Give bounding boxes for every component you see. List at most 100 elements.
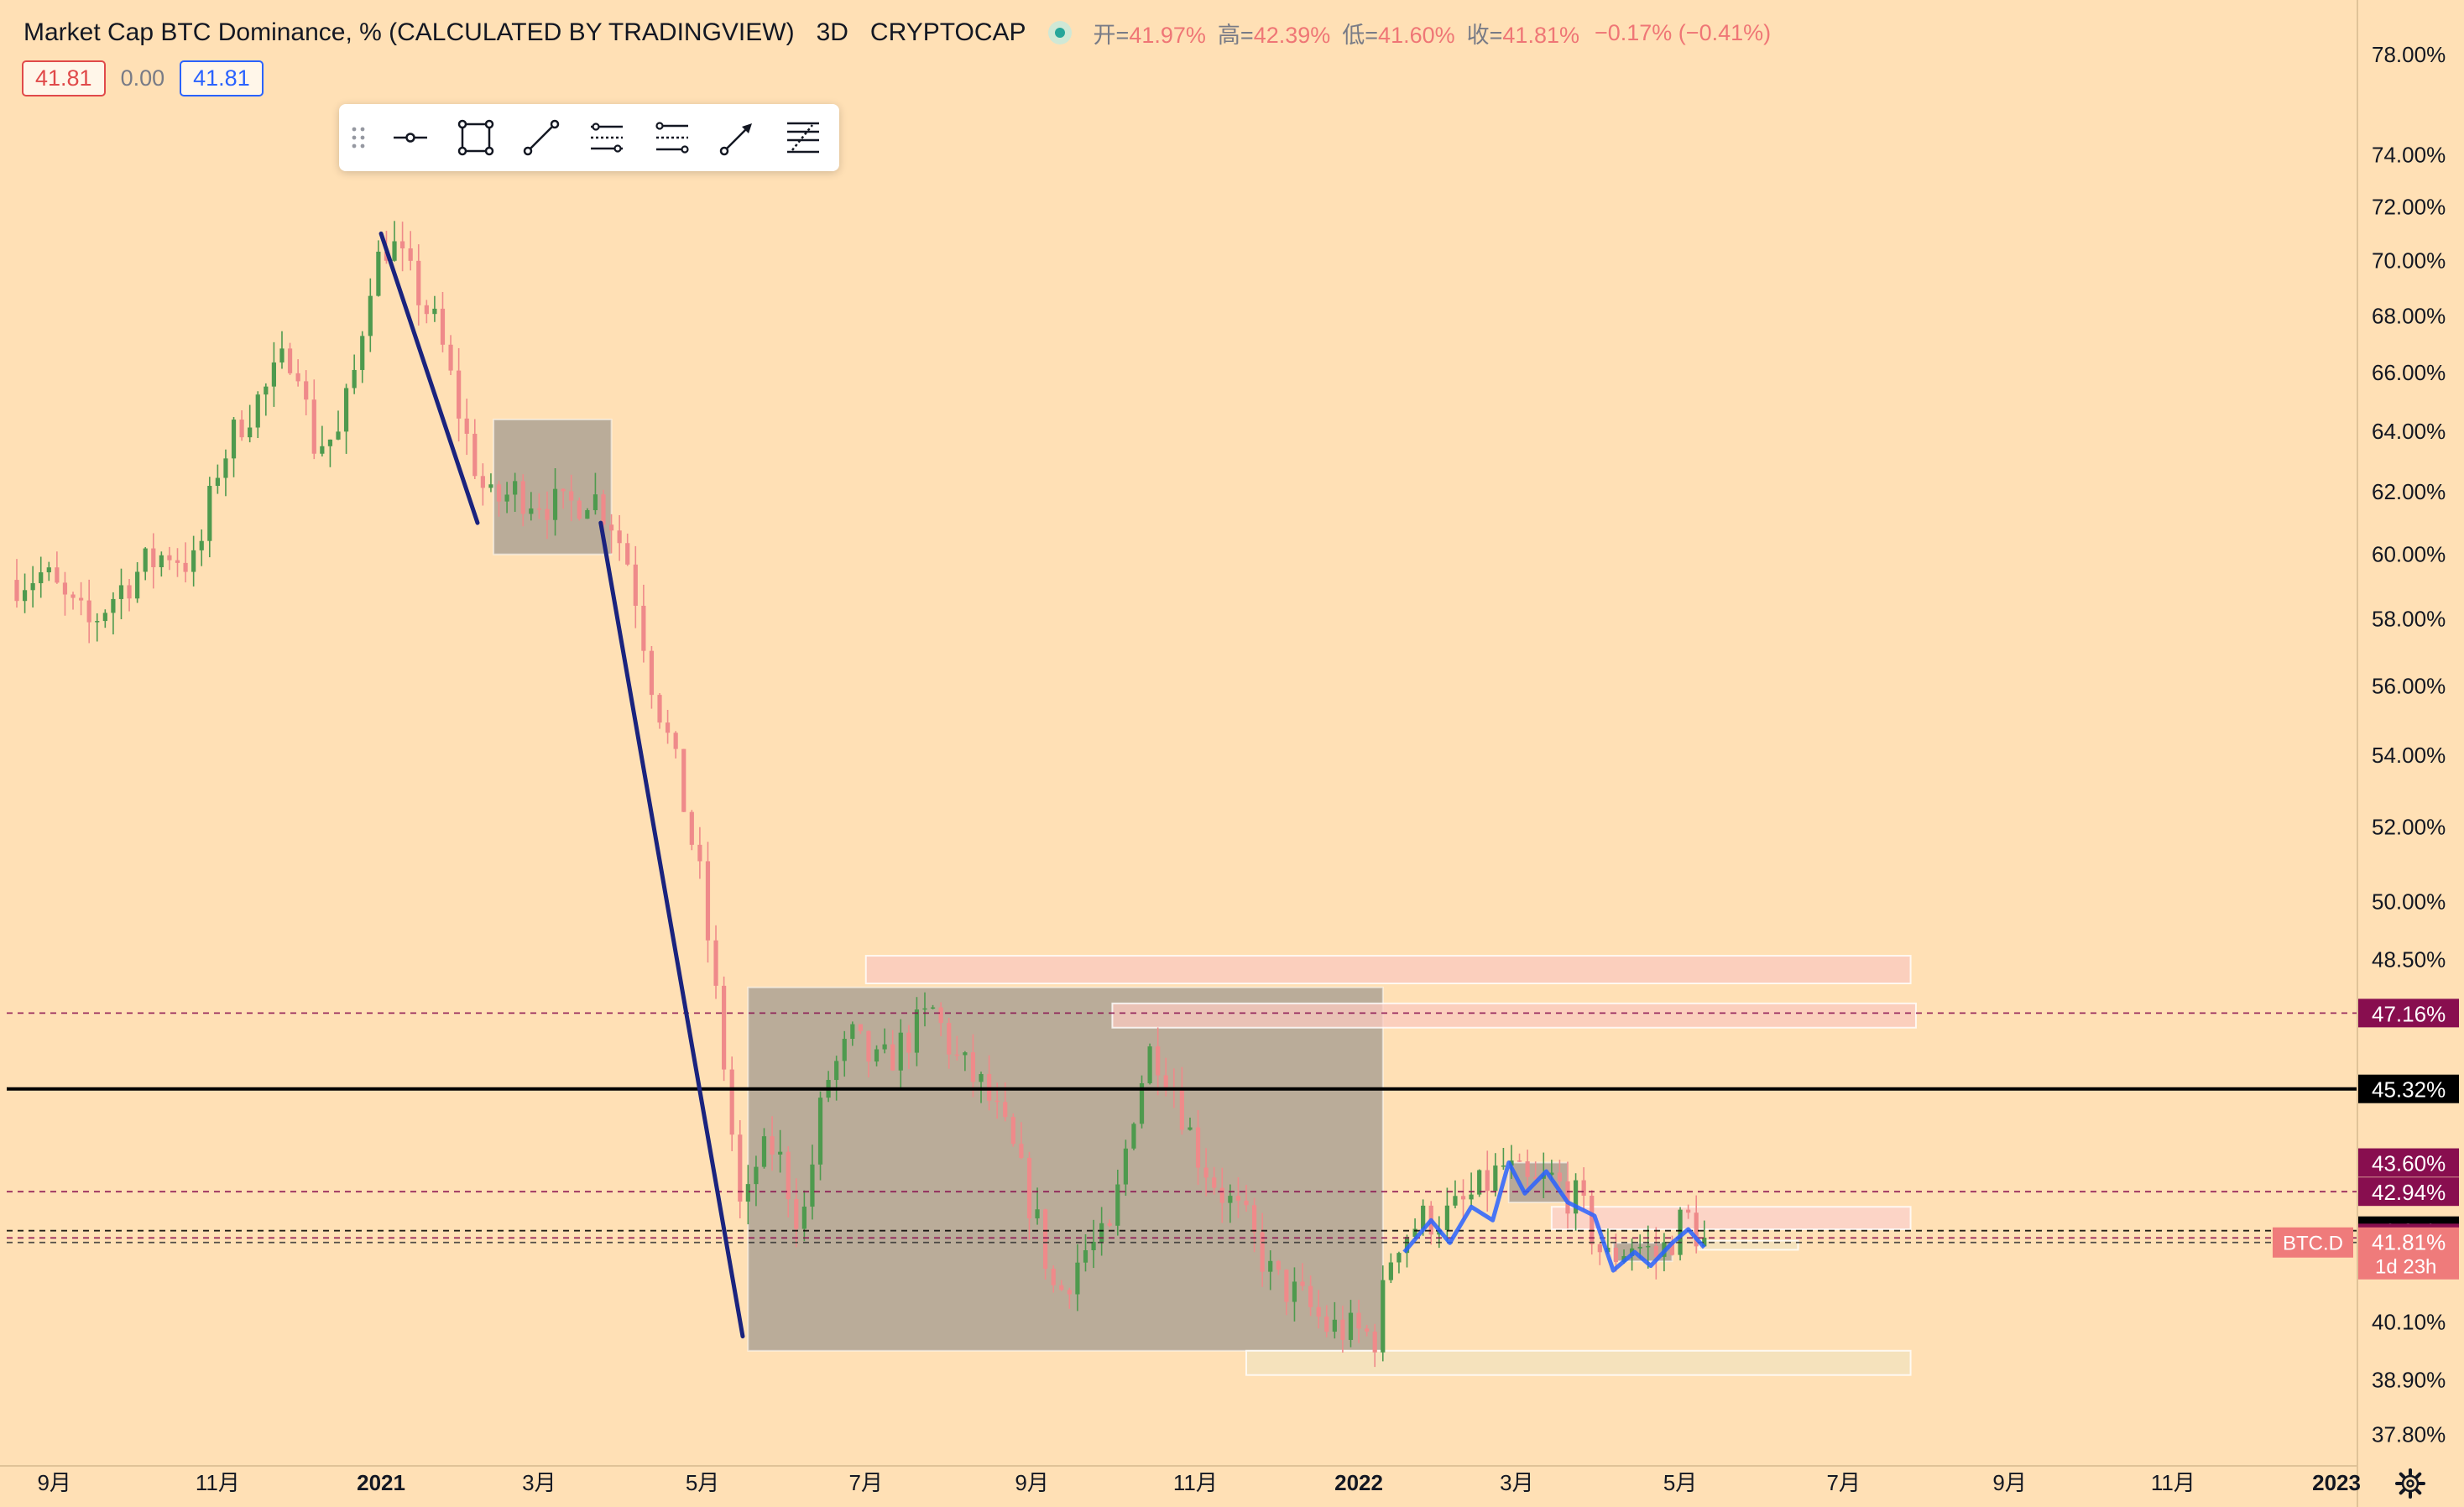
candle-169 (1372, 1323, 1377, 1368)
candle-body (890, 1044, 895, 1071)
price-tick-label: 56.00% (2372, 673, 2446, 698)
regression-channel-icon[interactable] (639, 104, 705, 171)
candle-45 (376, 240, 381, 297)
candle-188 (1525, 1150, 1530, 1192)
candle-5 (55, 551, 60, 584)
candle-body (778, 1151, 783, 1155)
candle-body (970, 1052, 976, 1082)
price-tick-label: 78.00% (2372, 42, 2446, 67)
candle-body (464, 418, 469, 434)
symbol-title[interactable]: Market Cap BTC Dominance, % (CALCULATED … (23, 18, 795, 46)
candle-body (513, 481, 518, 495)
candle-body (1372, 1331, 1377, 1353)
candle-body (745, 1184, 750, 1202)
candle-body (625, 543, 630, 565)
candle-52 (432, 295, 437, 322)
candle-body (1597, 1244, 1602, 1253)
interval-label[interactable]: 3D (816, 18, 848, 46)
candle-102 (834, 1056, 839, 1101)
candle-58 (480, 463, 485, 506)
candle-body (264, 386, 269, 395)
candle-body (1396, 1253, 1402, 1263)
candle-1 (22, 573, 28, 613)
candle-body (1219, 1187, 1224, 1203)
candle-body (191, 550, 196, 572)
candle-body (536, 508, 541, 510)
buy-value-box[interactable]: 41.81 (180, 60, 264, 96)
zone-box-7 (1245, 1349, 1912, 1376)
candle-body (1493, 1165, 1498, 1192)
level-label-1: 45.32% (2358, 1074, 2459, 1103)
candle-195 (1581, 1167, 1586, 1211)
candle-body (1131, 1124, 1136, 1149)
candle-body (271, 362, 277, 387)
trend-line-icon[interactable] (509, 104, 574, 171)
horizontal-ray-icon[interactable] (378, 104, 443, 171)
candle-body (1292, 1281, 1297, 1302)
candle-184 (1493, 1153, 1498, 1197)
candle-body (248, 427, 253, 438)
candle-147 (1195, 1110, 1201, 1186)
candle-133 (1083, 1233, 1088, 1272)
candle-80 (657, 693, 662, 729)
candle-171 (1388, 1253, 1393, 1284)
candle-body (593, 494, 598, 511)
candle-body (689, 811, 694, 845)
grip-icon[interactable] (339, 104, 378, 171)
price-tag-countdown: 1d 23h (2375, 1256, 2436, 1279)
candle-29 (248, 404, 253, 443)
price-tick-label: 58.00% (2372, 607, 2446, 632)
fib-retracement-icon[interactable] (770, 104, 836, 171)
candle-194 (1573, 1173, 1579, 1231)
candle-107 (874, 1045, 880, 1066)
parallel-channel-icon[interactable] (574, 104, 639, 171)
zone-box-5 (1111, 1002, 1917, 1029)
arrow-icon[interactable] (705, 104, 770, 171)
candle-body (496, 484, 502, 502)
candle-body (416, 260, 421, 305)
candle-body (392, 241, 397, 261)
level-label-3: 42.94% (2358, 1177, 2459, 1207)
candle-body (1235, 1196, 1241, 1201)
candle-165 (1340, 1306, 1345, 1353)
time-tick-label: 11月 (1173, 1470, 1218, 1495)
zone-box-8 (1698, 1239, 1799, 1251)
candle-body (979, 1074, 984, 1082)
candle-55 (457, 347, 462, 442)
candle-body (842, 1039, 847, 1061)
trend-line-0 (378, 231, 480, 525)
exchange-label[interactable]: CRYPTOCAP (869, 18, 1026, 46)
candle-body (649, 650, 655, 696)
candle-148 (1203, 1148, 1209, 1197)
candle-body (1300, 1281, 1305, 1286)
gear-icon[interactable] (2394, 1467, 2427, 1500)
candle-body (729, 1069, 734, 1135)
candle-166 (1348, 1300, 1354, 1348)
candle-body (722, 985, 727, 1070)
ohlc-close: 收=41.81% (1466, 22, 1579, 48)
candle-body (1388, 1262, 1393, 1280)
time-tick-label: 2021 (357, 1470, 405, 1495)
candle-body (336, 431, 341, 440)
level-label-bg (2358, 1148, 2459, 1177)
candle-186 (1509, 1145, 1514, 1179)
candle-35 (295, 359, 300, 387)
sell-value-box[interactable]: 41.81 (22, 60, 106, 96)
candle-body (1003, 1102, 1008, 1118)
candle-body (215, 477, 220, 487)
candle-42 (352, 354, 357, 394)
level-label-2: 43.60% (2358, 1148, 2459, 1177)
price-tick-label: 40.10% (2372, 1310, 2446, 1335)
candle-body (1308, 1285, 1313, 1307)
candle-197 (1597, 1243, 1602, 1265)
price-tick-label: 62.00% (2372, 479, 2446, 504)
candle-body (786, 1151, 791, 1200)
candle-63 (520, 474, 525, 527)
price-tick-label: 74.00% (2372, 142, 2446, 167)
candle-159 (1292, 1267, 1297, 1322)
rectangle-icon[interactable] (443, 104, 509, 171)
candle-72 (593, 472, 598, 515)
ohlc-change: −0.17% (−0.41%) (1594, 19, 1772, 45)
candle-body (55, 567, 60, 583)
